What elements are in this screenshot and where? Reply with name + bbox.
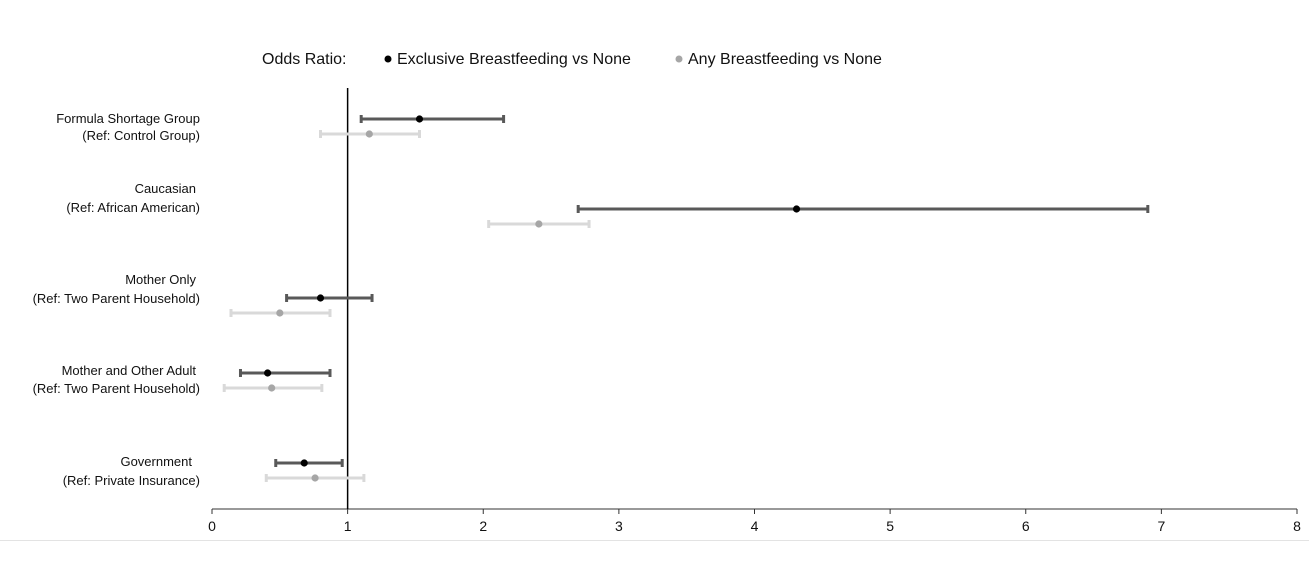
x-tick-label: 5 [886,518,894,534]
odds-ratio-point [792,205,801,213]
bottom-divider [0,540,1309,541]
x-tick-label: 0 [208,518,216,534]
category-label-1-line1: Formula Shortage Group [56,111,200,126]
odds-ratio-point [276,309,284,317]
category-label-3-line2: (Ref: Two Parent Household) [33,291,200,306]
category-label-1-line2: (Ref: Control Group) [82,128,200,143]
category-label-5-line1: Government [120,454,192,469]
legend-marker-exclusive [384,55,392,63]
odds-ratio-point [311,474,319,482]
category-labels: Formula Shortage Group (Ref: Control Gro… [33,111,200,488]
x-tick-label: 2 [479,518,487,534]
legend-label-exclusive: Exclusive Breastfeeding vs None [397,51,631,68]
category-label-4-line1: Mother and Other Adult [62,363,197,378]
legend-marker-any [675,55,683,63]
odds-ratio-point [268,384,276,392]
x-tick-label: 4 [751,518,759,534]
odds-ratio-point [316,294,325,302]
legend-label-any: Any Breastfeeding vs None [688,51,882,68]
category-label-5-line2: (Ref: Private Insurance) [63,473,200,488]
category-label-2-line1: Caucasian [135,181,196,196]
legend: Odds Ratio: Exclusive Breastfeeding vs N… [262,51,882,68]
odds-ratio-point [300,459,308,467]
marks [222,115,1150,482]
category-label-4-line2: (Ref: Two Parent Household) [33,381,200,396]
category-label-2-line2: (Ref: African American) [66,200,200,215]
x-axis: 0 1 2 3 4 5 6 7 8 [208,88,1301,534]
odds-ratio-point [264,369,272,377]
x-tick-label: 3 [615,518,623,534]
legend-title: Odds Ratio: [262,51,346,68]
x-tick-label: 8 [1293,518,1301,534]
x-tick-label: 7 [1157,518,1165,534]
odds-ratio-point [365,130,373,138]
x-tick-label: 1 [344,518,352,534]
x-tick-label: 6 [1022,518,1030,534]
category-label-3-line1: Mother Only [125,272,196,287]
odds-ratio-point [535,220,543,228]
odds-ratio-point [415,115,424,123]
